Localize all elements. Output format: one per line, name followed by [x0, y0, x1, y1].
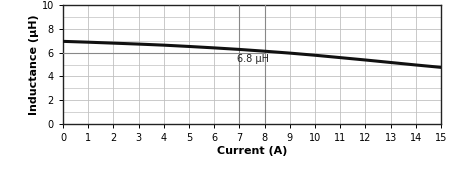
Text: 6.8 μH: 6.8 μH: [237, 54, 269, 64]
Y-axis label: Inductance (μH): Inductance (μH): [29, 14, 39, 115]
X-axis label: Current (A): Current (A): [217, 146, 287, 156]
